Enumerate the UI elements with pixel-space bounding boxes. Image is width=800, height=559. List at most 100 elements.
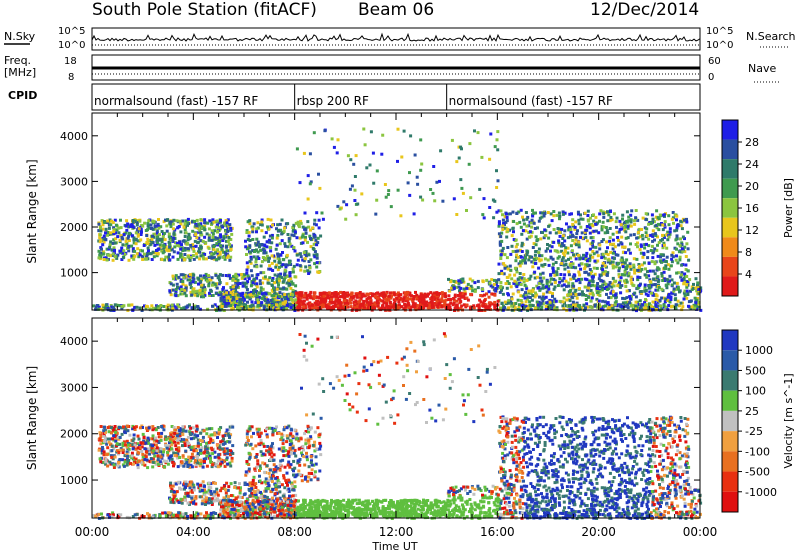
- range-gate-cell: [365, 166, 368, 169]
- range-gate-cell: [306, 269, 309, 272]
- range-gate-cell: [171, 304, 174, 307]
- range-gate-cell: [668, 236, 671, 239]
- range-gate-cell: [342, 200, 345, 203]
- range-gate-cell: [679, 237, 682, 240]
- range-gate-cell: [226, 230, 229, 233]
- range-gate-cell: [289, 243, 292, 246]
- range-gate-cell: [228, 259, 231, 262]
- range-gate-cell: [173, 441, 176, 444]
- range-gate-cell: [422, 298, 425, 301]
- range-gate-cell: [646, 270, 649, 273]
- range-gate-cell: [543, 263, 546, 266]
- range-gate-cell: [245, 231, 248, 234]
- range-gate-cell: [614, 294, 617, 297]
- range-gate-cell: [565, 280, 568, 283]
- range-gate-cell: [641, 256, 644, 259]
- range-gate-cell: [199, 289, 202, 292]
- range-gate-cell: [542, 272, 545, 275]
- range-gate-cell: [668, 293, 671, 296]
- range-gate-cell: [643, 261, 646, 264]
- range-gate-cell: [591, 242, 594, 245]
- range-gate-cell: [213, 221, 216, 224]
- range-gate-cell: [99, 233, 102, 236]
- range-gate-cell: [231, 444, 234, 447]
- range-gate-cell: [397, 128, 400, 131]
- range-gate-cell: [271, 237, 274, 240]
- range-gate-cell: [514, 306, 517, 309]
- range-gate-cell: [233, 300, 236, 303]
- range-gate-cell: [321, 292, 324, 295]
- range-gate-cell: [469, 278, 472, 281]
- range-gate-cell: [458, 157, 461, 160]
- range-gate-cell: [311, 304, 314, 307]
- range-gate-cell: [638, 284, 641, 287]
- range-gate-cell: [545, 305, 548, 308]
- range-gate-cell: [404, 294, 407, 297]
- range-gate-cell: [414, 291, 417, 294]
- range-gate-cell: [254, 261, 257, 264]
- range-gate-cell: [524, 284, 527, 287]
- range-gate-cell: [624, 251, 627, 254]
- range-gate-cell: [501, 228, 504, 231]
- range-gate-cell: [627, 219, 630, 222]
- range-gate-cell: [252, 278, 255, 281]
- range-gate-cell: [403, 296, 406, 299]
- range-gate-cell: [678, 258, 681, 261]
- range-gate-cell: [558, 277, 561, 280]
- range-gate-cell: [587, 284, 590, 287]
- range-gate-cell: [585, 302, 588, 305]
- range-gate-cell: [192, 278, 195, 281]
- range-gate-cell: [172, 275, 175, 278]
- range-gate-cell: [625, 258, 628, 261]
- range-gate-cell: [302, 241, 305, 244]
- range-gate-cell: [208, 227, 211, 230]
- range-gate-cell: [550, 212, 553, 215]
- range-gate-cell: [299, 269, 302, 272]
- range-gate-cell: [203, 236, 206, 239]
- range-gate-cell: [167, 463, 170, 466]
- range-gate-cell: [633, 269, 636, 272]
- range-gate-cell: [240, 294, 243, 297]
- range-gate-cell: [538, 220, 541, 223]
- range-gate-cell: [248, 219, 251, 222]
- range-gate-cell: [551, 219, 554, 222]
- range-gate-cell: [547, 237, 550, 240]
- range-gate-cell: [565, 222, 568, 225]
- range-gate-cell: [521, 288, 524, 291]
- range-gate-cell: [645, 289, 648, 292]
- y-tick-label: 2000: [60, 221, 88, 234]
- range-gate-cell: [122, 449, 125, 452]
- range-gate-cell: [147, 219, 150, 222]
- range-gate-cell: [539, 277, 542, 280]
- range-gate-cell: [650, 249, 653, 252]
- range-gate-cell: [665, 284, 668, 287]
- range-gate-cell: [225, 274, 228, 277]
- range-gate-cell: [542, 295, 545, 298]
- range-gate-cell: [275, 303, 278, 306]
- range-gate-cell: [598, 300, 601, 303]
- range-gate-cell: [317, 237, 320, 240]
- range-gate-cell: [620, 236, 623, 239]
- range-gate-cell: [471, 289, 474, 292]
- range-gate-cell: [286, 222, 289, 225]
- range-gate-cell: [99, 239, 102, 242]
- range-gate-cell: [337, 307, 340, 310]
- range-gate-cell: [431, 296, 434, 299]
- range-gate-cell: [103, 235, 106, 238]
- range-gate-cell: [632, 284, 635, 287]
- range-gate-cell: [606, 288, 609, 291]
- range-gate-cell: [150, 227, 153, 230]
- range-gate-cell: [541, 231, 544, 234]
- range-gate-cell: [216, 248, 219, 251]
- range-gate-cell: [256, 273, 259, 276]
- range-gate-cell: [291, 293, 294, 296]
- range-gate-cell: [537, 287, 540, 290]
- range-gate-cell: [370, 130, 373, 133]
- range-gate-cell: [637, 269, 640, 272]
- range-gate-cell: [531, 299, 534, 302]
- range-gate-cell: [303, 152, 306, 155]
- range-gate-cell: [372, 182, 375, 185]
- range-gate-cell: [255, 282, 258, 285]
- range-gate-cell: [242, 285, 245, 288]
